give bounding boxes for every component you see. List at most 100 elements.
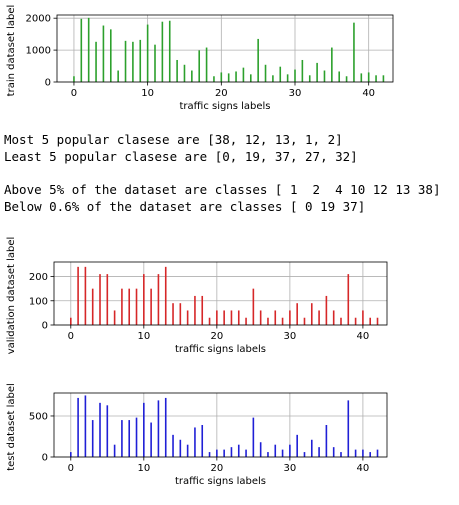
x-axis-label: traffic signs labels (180, 101, 271, 112)
bar (121, 420, 123, 457)
y-axis-label: validation dataset label (6, 237, 17, 355)
bar (95, 41, 97, 82)
plot-frame (53, 261, 388, 326)
grid (57, 15, 393, 83)
plot-frame (56, 14, 394, 83)
bar (237, 444, 240, 457)
bars (73, 17, 385, 83)
bar (223, 310, 225, 325)
bar (376, 449, 379, 457)
bar (286, 74, 289, 82)
bar (354, 449, 357, 457)
y-tick-label: 500 (29, 411, 48, 422)
grid (54, 262, 387, 326)
bar (303, 452, 306, 457)
bar (235, 71, 237, 82)
bar (227, 73, 230, 82)
bar (332, 310, 335, 325)
train-chart: 0 10 20 30 40 0 1000 2000 traffic signs labels tr… (6, 5, 394, 112)
bar (73, 76, 75, 82)
bar (281, 449, 284, 457)
bar (109, 29, 112, 82)
bar (183, 64, 186, 82)
y-axis-label: test dataset label (6, 383, 17, 471)
bar (281, 317, 284, 325)
x-tick-label: 0 (71, 88, 77, 99)
bar (128, 288, 131, 325)
bar (353, 22, 355, 82)
bar (369, 452, 372, 457)
x-tick-label: 20 (210, 331, 223, 342)
plot-frame (53, 392, 388, 458)
bar (332, 447, 335, 457)
bar (186, 444, 189, 457)
bar (186, 310, 189, 325)
bar (91, 288, 94, 325)
x-axis-label: traffic signs labels (175, 476, 266, 487)
bar (161, 21, 164, 82)
bar (124, 40, 127, 82)
y-tick-label: 100 (29, 296, 48, 307)
bar (318, 447, 320, 457)
bar (128, 420, 131, 457)
bar (77, 397, 79, 457)
bar (172, 434, 174, 457)
bar (194, 295, 196, 325)
bar (367, 72, 370, 82)
bar (191, 70, 193, 82)
bar (102, 25, 105, 82)
bar (194, 427, 196, 457)
y-axis-label: train dataset label (6, 5, 17, 97)
bar (338, 71, 341, 82)
bar (310, 303, 313, 325)
bar (176, 59, 178, 82)
bar (146, 24, 149, 83)
bar (267, 452, 269, 457)
bar (289, 444, 291, 457)
bar (164, 266, 167, 325)
y-tick-label: 0 (42, 453, 48, 464)
bar (143, 402, 145, 457)
bar (69, 452, 72, 457)
x-tick-label: 30 (289, 88, 302, 99)
x-tick-label: 30 (284, 331, 297, 342)
bar (347, 274, 350, 325)
bar (362, 310, 364, 325)
bar (172, 303, 174, 325)
bar (318, 310, 320, 325)
bar (303, 317, 306, 325)
bar (274, 310, 277, 325)
bars (69, 266, 379, 325)
bar (375, 75, 377, 82)
below-threshold-text: Below 0.6% of the dataset are classes [ … (4, 199, 366, 214)
x-tick-label: 20 (210, 463, 223, 474)
bar (117, 70, 119, 82)
bar (113, 444, 116, 457)
bar (113, 310, 116, 325)
bar (331, 47, 333, 82)
x-tick-label: 10 (141, 88, 154, 99)
bar (157, 400, 160, 457)
x-tick-label: 40 (362, 88, 375, 99)
bar (230, 447, 233, 457)
bar (223, 449, 225, 457)
x-tick-label: 10 (137, 331, 150, 342)
bar (316, 62, 318, 82)
y-tick-label: 2000 (26, 14, 51, 25)
x-tick-label: 30 (284, 463, 297, 474)
x-tick-label: 20 (215, 88, 228, 99)
bar (257, 38, 259, 82)
test-chart: 0 10 20 30 40 0 500 traffic signs labels test da… (6, 383, 388, 487)
bar (208, 317, 211, 325)
bar (150, 422, 152, 457)
bar (249, 74, 252, 82)
bar (106, 274, 109, 325)
bar (252, 417, 255, 457)
y-tick-label: 0 (45, 78, 51, 89)
bar (213, 76, 215, 82)
bar (360, 73, 363, 82)
bar (369, 317, 372, 325)
bar (230, 310, 233, 325)
bar (135, 417, 138, 457)
